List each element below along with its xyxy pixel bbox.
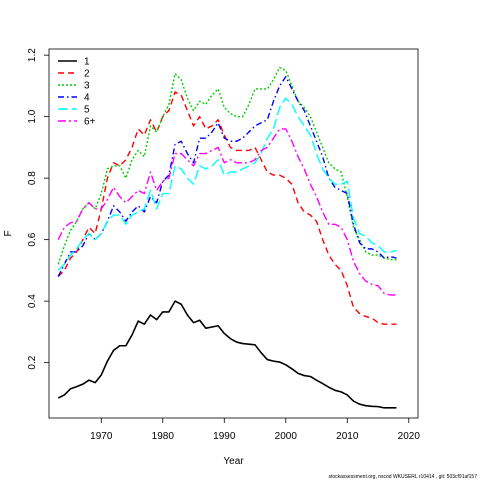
plot-frame	[48, 48, 419, 419]
x-tick-label: 1970	[90, 431, 113, 442]
y-tick-label: 0.8	[27, 171, 38, 185]
legend-label: 2	[84, 69, 90, 80]
series-line-6+	[57, 128, 397, 296]
legend-label: 4	[84, 93, 90, 104]
y-tick-label: 0.4	[27, 294, 38, 308]
legend-label: 1	[84, 57, 90, 68]
series-line-5	[57, 97, 397, 271]
x-tick-label: 2000	[275, 431, 298, 442]
series-line-1	[57, 300, 397, 409]
y-axis-label: F	[3, 230, 14, 236]
series-line-3	[57, 66, 397, 265]
y-tick-label: 0.6	[27, 232, 38, 246]
footnote: stockassessment.org, nscod WKUSERL r1041…	[328, 474, 477, 480]
x-tick-label: 2010	[336, 431, 359, 442]
x-axis-label: Year	[223, 456, 244, 467]
series-line-4	[57, 75, 397, 277]
legend-label: 5	[84, 105, 90, 116]
y-tick-label: 1.0	[27, 109, 38, 123]
series-line-2	[57, 91, 397, 325]
axes: 1970 1980 1990 2000 2010 2020 0.2 0.4 0.6 0.8 1.0 1…	[27, 48, 420, 442]
x-tick-label: 2020	[398, 431, 421, 442]
legend-label: 6+	[84, 117, 96, 128]
y-tick-label: 1.2	[27, 48, 38, 62]
series-layer	[57, 66, 397, 409]
legend-label: 3	[84, 81, 90, 92]
y-tick-label: 0.2	[27, 355, 38, 369]
x-tick-label: 1980	[152, 431, 175, 442]
x-tick-label: 1990	[213, 431, 236, 442]
